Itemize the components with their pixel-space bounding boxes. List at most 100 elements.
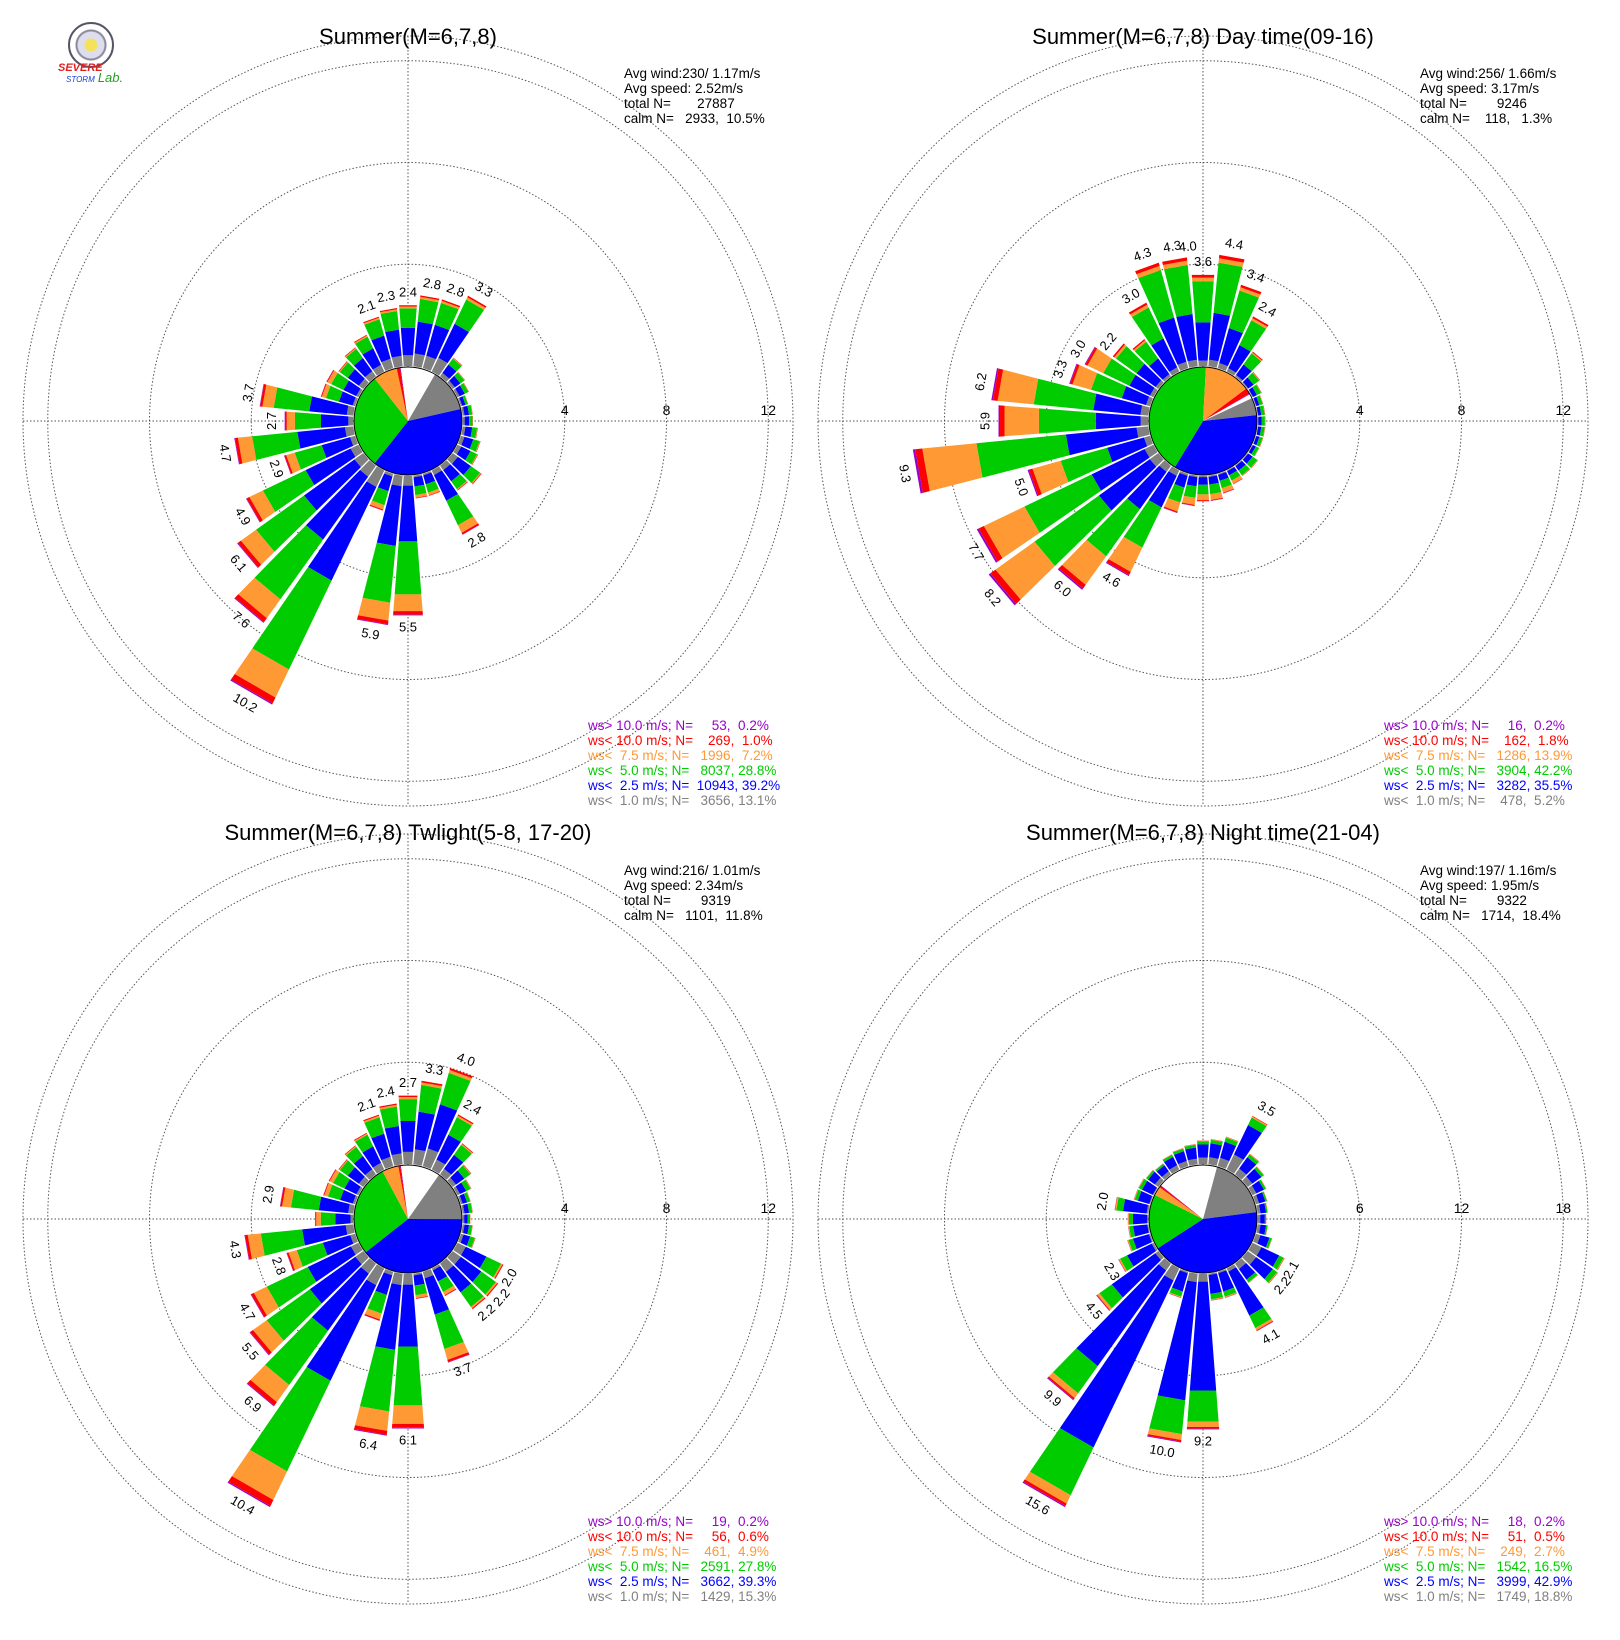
wind-bar-segment xyxy=(1145,1169,1154,1179)
wind-bar-segment xyxy=(428,491,441,496)
stats-line: total N= 27887 xyxy=(624,96,735,111)
wind-bar-segment xyxy=(467,1214,471,1224)
wind-bar-segment xyxy=(912,449,923,494)
wind-bar-segment xyxy=(398,1097,418,1100)
wind-bar-segment xyxy=(461,523,480,535)
wind-bar-segment xyxy=(1169,367,1180,376)
wind-bar-segment xyxy=(1256,436,1263,447)
wind-bar-segment xyxy=(1152,1187,1158,1196)
wind-bar-segment xyxy=(1198,1157,1208,1165)
wind-bar-segment xyxy=(309,1256,362,1304)
wind-bar-segment xyxy=(371,335,391,363)
wind-bar-segment xyxy=(988,573,1017,606)
direction-total-label: 4.6 xyxy=(1100,568,1123,590)
wind-bar-segment xyxy=(471,1297,486,1310)
wind-bar-segment xyxy=(391,1153,403,1166)
wind-bar-segment xyxy=(1256,384,1262,393)
wind-bar-segment xyxy=(1159,460,1171,472)
wind-bar-segment xyxy=(294,445,327,470)
wind-bar-segment xyxy=(463,466,481,484)
wind-bar-segment xyxy=(1263,427,1266,437)
wind-bar-segment xyxy=(1225,1136,1239,1142)
wind-bar-segment xyxy=(414,484,427,496)
wind-bar-segment xyxy=(363,316,380,324)
direction-total-label: 10.0 xyxy=(1148,1441,1176,1460)
wind-bar-segment xyxy=(1024,474,1102,533)
wind-bar-segment xyxy=(379,1104,397,1110)
wind-bar-segment xyxy=(1136,363,1162,388)
wind-bar-segment xyxy=(1144,444,1158,458)
wind-bar-segment xyxy=(1217,363,1228,371)
wind-bar-segment xyxy=(1235,1168,1247,1180)
wind-bar-segment xyxy=(1248,444,1256,455)
wind-bar-segment xyxy=(1259,395,1264,405)
wind-bar-segment xyxy=(463,1164,472,1174)
wind-bar-segment xyxy=(413,475,425,487)
wind-bar-segment xyxy=(398,1095,418,1098)
wind-bar-segment xyxy=(467,1192,471,1202)
wind-bar-segment xyxy=(1072,364,1098,390)
wind-bar-segment xyxy=(1235,1258,1247,1270)
wind-bar-segment xyxy=(463,1203,470,1214)
wind-bar-segment xyxy=(463,382,470,392)
wind-bar-segment xyxy=(1217,471,1227,475)
wind-bar-segment xyxy=(345,1224,355,1235)
direction-total-label: 5.9 xyxy=(977,412,992,430)
wind-bar-segment xyxy=(434,1309,464,1350)
wind-bar-segment xyxy=(249,1332,270,1356)
wind-bar-segment xyxy=(1121,386,1150,406)
wind-bar-segment xyxy=(234,648,289,698)
wind-bar-segment xyxy=(385,329,402,358)
wind-bar-segment xyxy=(352,1195,358,1205)
wind-bar-segment xyxy=(1129,1225,1135,1238)
wind-bar-segment xyxy=(1210,1138,1224,1142)
wind-bar-segment xyxy=(431,1159,446,1174)
wind-bar-segment xyxy=(983,506,1040,559)
wind-bar-segment xyxy=(245,498,261,523)
wind-bar-segment xyxy=(447,380,455,389)
pie-slice xyxy=(1149,367,1206,468)
wind-bar-segment xyxy=(324,1183,333,1197)
wind-bar-segment xyxy=(1179,471,1189,476)
wind-bar-segment xyxy=(346,405,355,416)
wind-bar-segment xyxy=(364,1314,380,1321)
wind-bar-segment xyxy=(445,1265,472,1293)
wind-bar-segment xyxy=(1114,344,1127,359)
wind-bar-segment xyxy=(459,383,469,394)
wind-bar-segment xyxy=(1224,1137,1238,1146)
wind-bar-segment xyxy=(1209,312,1231,362)
wind-bar-segment xyxy=(251,1292,267,1318)
stats-line: calm N= 118, 1.3% xyxy=(1420,111,1552,126)
wind-bar-segment xyxy=(1162,374,1171,382)
wind-bar-segment xyxy=(1118,1259,1126,1272)
legend-entry: ws< 2.5 m/s; N= 3662, 39.3% xyxy=(587,1574,776,1589)
wind-bar-segment xyxy=(475,427,478,439)
wind-bar-segment xyxy=(369,500,385,510)
wind-bar-segment xyxy=(393,594,423,612)
wind-bar-segment xyxy=(355,1406,390,1431)
wind-bar-segment xyxy=(1069,363,1078,384)
wind-bar-segment xyxy=(444,1154,464,1175)
lab-logo-line2: STORM xyxy=(66,75,95,84)
wind-bar-segment xyxy=(1136,265,1161,279)
legend-entry: ws< 1.0 m/s; N= 3656, 13.1% xyxy=(587,793,776,808)
direction-total-label: 6.9 xyxy=(241,1392,264,1415)
legend-entry: ws> 10.0 m/s; N= 18, 0.2% xyxy=(1383,1514,1565,1529)
radial-tick-label: 12 xyxy=(1555,402,1571,418)
wind-bar-segment xyxy=(249,490,276,521)
wind-bar-segment xyxy=(454,1256,482,1283)
wind-bar-segment xyxy=(369,504,384,511)
direction-total-label: 2.7 xyxy=(399,1075,417,1090)
wind-bar-segment xyxy=(320,383,326,397)
wind-bar-segment xyxy=(990,569,1021,604)
wind-bar-segment xyxy=(1060,447,1113,483)
wind-bar-segment xyxy=(463,1224,470,1235)
wind-bar-segment xyxy=(363,317,380,325)
wind-bar-segment xyxy=(297,427,347,449)
pie-slice xyxy=(365,1219,462,1273)
wind-bar-segment xyxy=(453,444,462,455)
wind-bar-segment xyxy=(360,460,376,477)
wind-bar-segment xyxy=(449,375,461,388)
wind-bar-segment xyxy=(1032,460,1069,495)
wind-bar-segment xyxy=(1114,1196,1118,1211)
